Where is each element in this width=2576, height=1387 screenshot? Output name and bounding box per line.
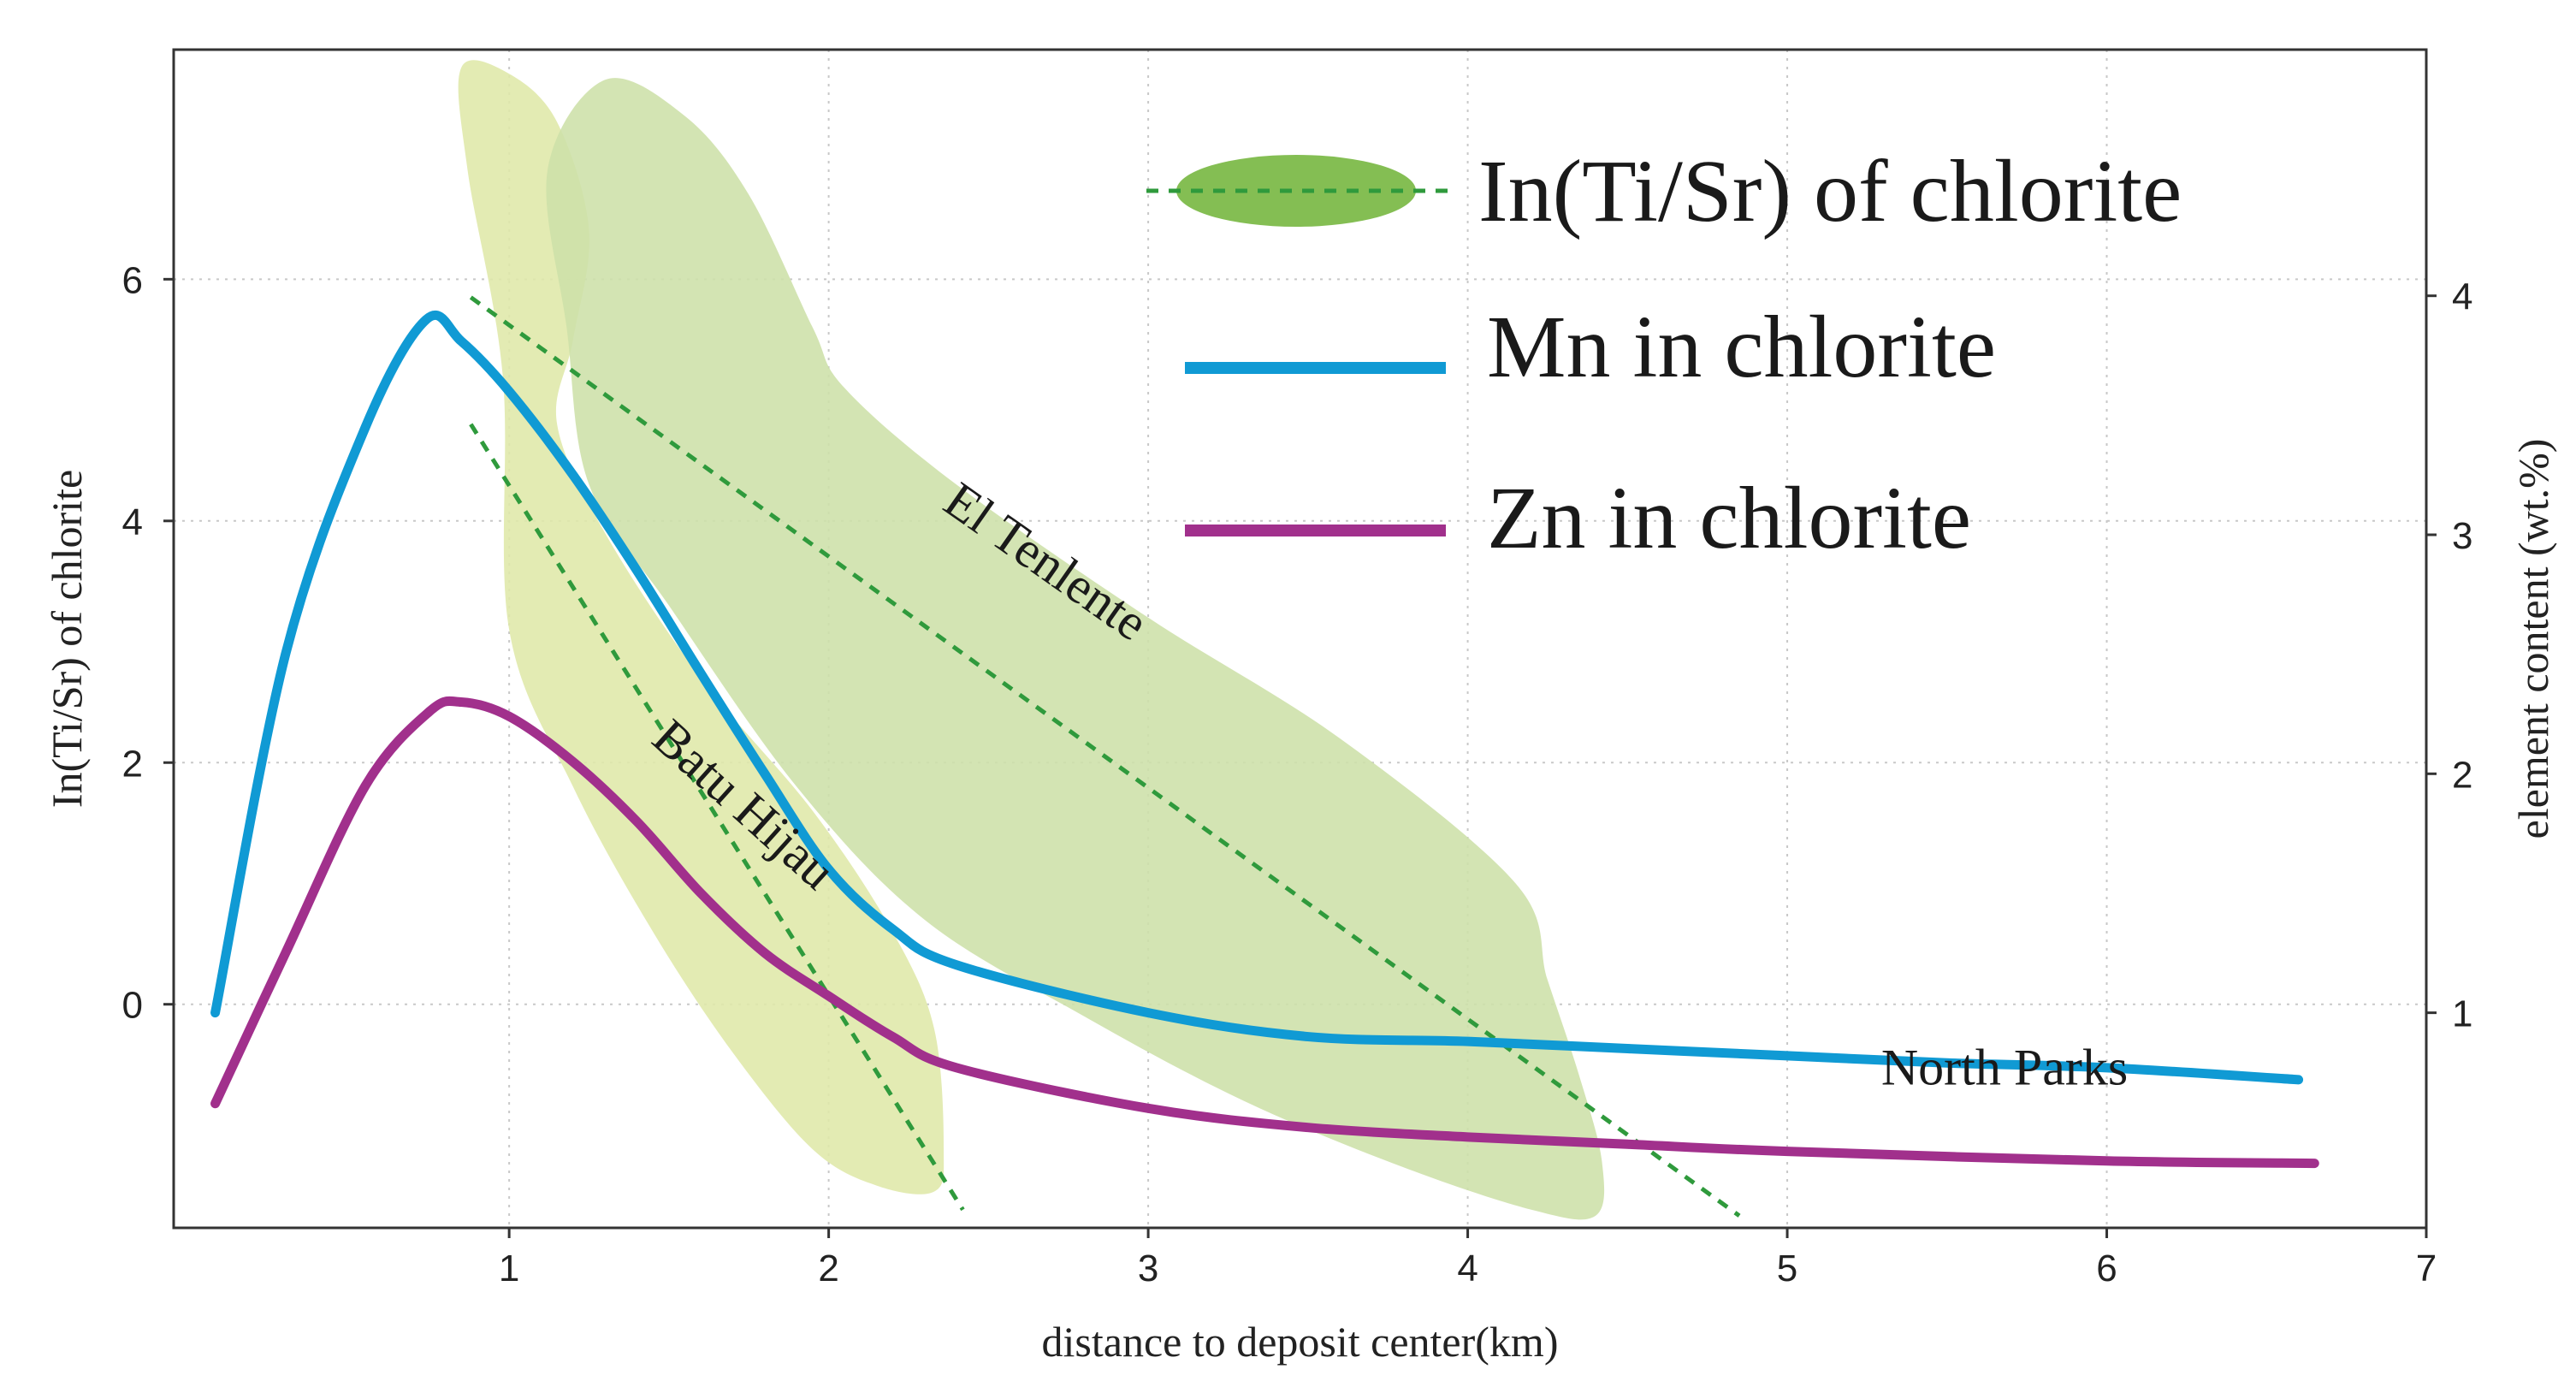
legend-item-ti-sr: In(Ti/Sr) of chlorite — [1146, 142, 2182, 240]
legend-label-zn: Zn in chlorite — [1487, 469, 1971, 567]
y-left-tick-label: 0 — [122, 985, 143, 1027]
legend-item-mn: Mn in chlorite — [1185, 298, 1996, 396]
x-tick-label: 3 — [1138, 1248, 1158, 1289]
y-left-tick-label: 2 — [122, 743, 143, 785]
legend-item-zn: Zn in chlorite — [1185, 469, 1971, 567]
x-axis-title: distance to deposit center(km) — [1042, 1318, 1559, 1366]
legend-label-ti-sr: In(Ti/Sr) of chlorite — [1478, 142, 2182, 240]
x-tick-label: 5 — [1777, 1248, 1797, 1289]
annotation-north-parks: North Parks — [1881, 1039, 2128, 1095]
x-tick-label: 7 — [2416, 1248, 2437, 1289]
y-axis-left-title: In(Ti/Sr) of chlorite — [43, 470, 91, 808]
region-batu-hijau — [458, 60, 945, 1194]
y-axis-right-title: element content (wt.%) — [2509, 439, 2557, 839]
y-right-tick-label: 4 — [2452, 276, 2472, 318]
series-batu-hijau-trend-in-ti-sr — [469, 423, 965, 1212]
series-mn-in-chlorite — [210, 311, 2304, 1085]
plot-frame — [172, 48, 2428, 1230]
y-right-tick-label: 3 — [2452, 515, 2472, 557]
series-zn-in-chlorite — [210, 696, 2319, 1169]
x-tick-label: 4 — [1457, 1248, 1477, 1289]
y-right-tick-label: 2 — [2452, 754, 2472, 796]
series-lines — [210, 311, 2319, 1169]
legend-label-mn: Mn in chlorite — [1487, 298, 1996, 396]
trend-lines — [469, 295, 1741, 1218]
series-el-tenlente-trend-in-ti-sr — [469, 295, 1741, 1218]
x-tick-label: 1 — [499, 1248, 519, 1289]
legend-swatch-ellipse — [1176, 155, 1416, 227]
y-left-tick-label: 6 — [122, 259, 143, 301]
legend: In(Ti/Sr) of chlorite Mn in chlorite Zn … — [1146, 142, 2182, 567]
y-left-tick-label: 4 — [122, 501, 143, 543]
shaded-regions — [458, 60, 1605, 1220]
y-right-tick-label: 1 — [2452, 993, 2472, 1035]
x-tick-label: 2 — [818, 1248, 838, 1289]
region-el-tenlente — [546, 78, 1605, 1220]
axis-ticks: 1 2 3 4 5 6 7 0 2 4 6 1 2 3 4 — [122, 259, 2473, 1289]
x-tick-label: 6 — [2096, 1248, 2117, 1289]
